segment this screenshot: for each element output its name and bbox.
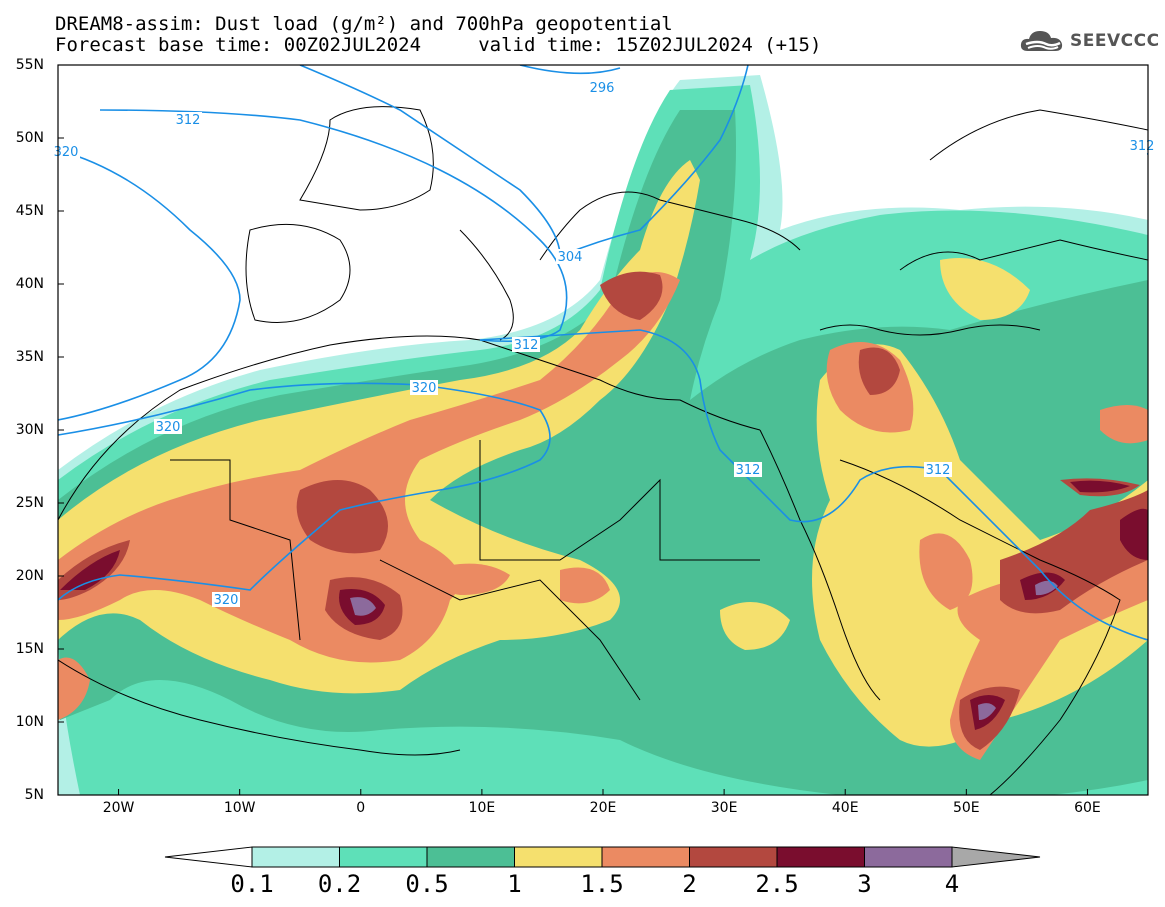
colorbar-tick-label: 2.5 (755, 870, 799, 898)
lon-label: 60E (1074, 800, 1101, 816)
lon-label: 20E (589, 800, 617, 816)
colorbar-high-extend (951, 846, 1041, 868)
contour-label: 312 (176, 113, 201, 128)
lat-label: 50N (15, 130, 44, 146)
lon-label: 50E (952, 800, 980, 816)
colorbar-swatch (339, 846, 428, 868)
lon-label: 30E (710, 800, 738, 816)
contour-label: 312 (926, 463, 951, 478)
lat-label: 45N (15, 203, 44, 219)
title-line-2: Forecast base time: 00Z02JUL2024 valid t… (55, 34, 822, 56)
colorbar-tick-label: 0.2 (317, 870, 362, 898)
lat-label: 40N (15, 276, 44, 292)
colorbar-tick-label: 4 (944, 870, 960, 898)
colorbar-low-extend (164, 846, 253, 868)
coastlines (58, 106, 1148, 795)
lon-label: 0 (356, 800, 366, 816)
contour-labels: 296 312 320 304 312 320 320 312 312 320 … (54, 80, 1155, 608)
colorbar-tick-label: 0.1 (230, 870, 274, 898)
lat-label: 55N (15, 57, 44, 73)
colorbar-tick-label: 3 (857, 870, 872, 898)
colorbar-swatch (601, 846, 690, 868)
logo-text: SEEVCCC (1070, 31, 1160, 51)
contour-label: 304 (558, 250, 583, 265)
dust-field (58, 75, 1148, 795)
contour-label: 312 (736, 463, 761, 478)
contour-label: 320 (54, 145, 79, 160)
contour-label: 320 (412, 381, 437, 396)
contour-label: 296 (590, 81, 615, 96)
colorbar (164, 846, 1041, 868)
colorbar-swatch (426, 846, 515, 868)
lat-label: 15N (15, 641, 44, 657)
contour-label: 312 (1130, 139, 1155, 154)
colorbar-swatch (251, 846, 340, 868)
cloud-icon (1020, 31, 1063, 51)
colorbar-swatch (864, 846, 953, 868)
lon-label: 20W (102, 800, 135, 816)
contour-label: 320 (156, 420, 181, 435)
lat-label: 25N (15, 495, 44, 511)
lat-label: 30N (15, 422, 44, 438)
geopotential-contours (58, 65, 1148, 641)
colorbar-swatch (689, 846, 778, 868)
title-line-1: DREAM8-assim: Dust load (g/m²) and 700hP… (55, 13, 673, 35)
colorbar-tick-label: 1 (507, 870, 522, 898)
lon-label: 40E (831, 800, 859, 816)
colorbar-tick-label: 2 (682, 870, 697, 898)
lat-label: 10N (15, 714, 44, 730)
lat-label: 20N (15, 568, 44, 584)
axis-ticks (58, 64, 1088, 796)
contour-label: 312 (514, 338, 539, 353)
contour-label: 320 (214, 593, 239, 608)
seevccc-logo: SEEVCCC (1018, 26, 1160, 56)
colorbar-tick-label: 0.5 (405, 870, 449, 898)
lat-label: 35N (15, 349, 44, 365)
colorbar-tick-label: 1.5 (580, 870, 624, 898)
colorbar-swatch (514, 846, 603, 868)
lat-label: 5N (24, 787, 44, 803)
lon-label: 10E (468, 800, 496, 816)
colorbar-swatch (776, 846, 865, 868)
lon-label: 10W (223, 800, 256, 816)
